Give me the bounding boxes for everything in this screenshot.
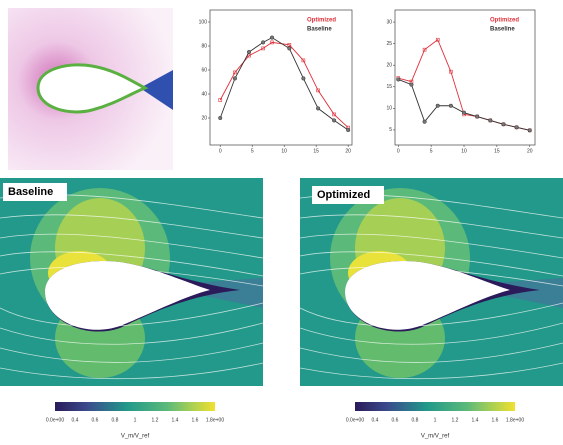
colorbar-tick-label: 0.4 [72,417,79,423]
y-tick-label: 100 [199,19,208,25]
legend-entry: Optimized [307,18,336,24]
point [218,116,222,120]
legend-entry: Baseline [490,27,515,33]
colorbar-tick-label: 0.4 [372,417,379,423]
colorbar-tick-label: 1.8e+00 [506,417,524,423]
point [270,36,274,40]
colorbar [55,402,215,411]
legend-entry: Baseline [307,27,332,33]
x-tick-label: 15 [313,148,319,154]
point [475,115,479,119]
colorbar-tick-label: 1.6 [192,417,199,423]
x-tick-label: 20 [527,148,533,154]
point [502,122,506,126]
y-tick-label: 15 [386,84,392,90]
series-line [398,40,529,131]
y-tick-label: 10 [386,106,392,112]
colorbar-label: V_m/V_ref [121,434,150,440]
point [302,77,306,81]
x-tick-label: 10 [281,148,287,154]
x-tick-label: 5 [251,148,254,154]
y-tick-label: 40 [201,91,207,97]
colorbar-tick-label: 1.4 [472,417,479,423]
point [233,77,237,81]
y-tick-label: 5 [389,127,392,133]
figure: Baseline Optimized 2040608010005101520Op… [0,0,563,445]
y-tick-label: 30 [386,19,392,25]
point [332,119,336,123]
y-tick-label: 60 [201,67,207,73]
y-tick-label: 20 [201,115,207,121]
y-tick-label: 80 [201,43,207,49]
colorbar-tick-label: 1.4 [172,417,179,423]
x-tick-label: 0 [219,148,222,154]
point [515,126,519,130]
x-tick-label: 15 [494,148,500,154]
point [316,107,320,111]
colorbar [355,402,515,411]
x-tick-label: 5 [430,148,433,154]
point [489,119,493,123]
series-line [220,38,348,130]
x-tick-label: 0 [397,148,400,154]
colorbar-tick-label: 1.8e+00 [206,417,224,423]
x-tick-label: 20 [345,148,351,154]
point [436,104,440,108]
colorbar-tick-label: 0.6 [392,417,399,423]
colorbar-tick-label: 0.6 [92,417,99,423]
flow-panel: Optimized [300,178,563,386]
point [288,47,292,51]
series-line [398,79,529,130]
panel-label: Baseline [8,186,53,198]
point [462,111,466,115]
colorbar-tick-label: 0.0e+00 [346,417,364,423]
colorbar-tick-label: 1 [434,417,437,423]
point [247,50,251,54]
colorbar-tick-label: 1.6 [492,417,499,423]
point [410,83,414,87]
point [346,128,350,132]
point [396,78,400,82]
colorbar-tick-label: 1.2 [452,417,459,423]
x-tick-label: 10 [461,148,467,154]
airfoil-field [8,8,173,170]
point [528,129,532,133]
flow-panel: Baseline [0,178,263,386]
legend-entry: Optimized [490,18,519,24]
series-line [220,42,348,127]
panel-label: Optimized [317,189,370,201]
point [423,120,427,124]
colorbar-label: V_m/V_ref [421,434,450,440]
colorbar-tick-label: 0.8 [412,417,419,423]
y-tick-label: 20 [386,63,392,69]
point [449,104,453,108]
colorbar-tick-label: 0.8 [112,417,119,423]
y-tick-label: 25 [386,41,392,47]
colorbar-tick-label: 0.0e+00 [46,417,64,423]
colorbar-tick-label: 1 [134,417,137,423]
colorbar-tick-label: 1.2 [152,417,159,423]
point [261,41,265,45]
